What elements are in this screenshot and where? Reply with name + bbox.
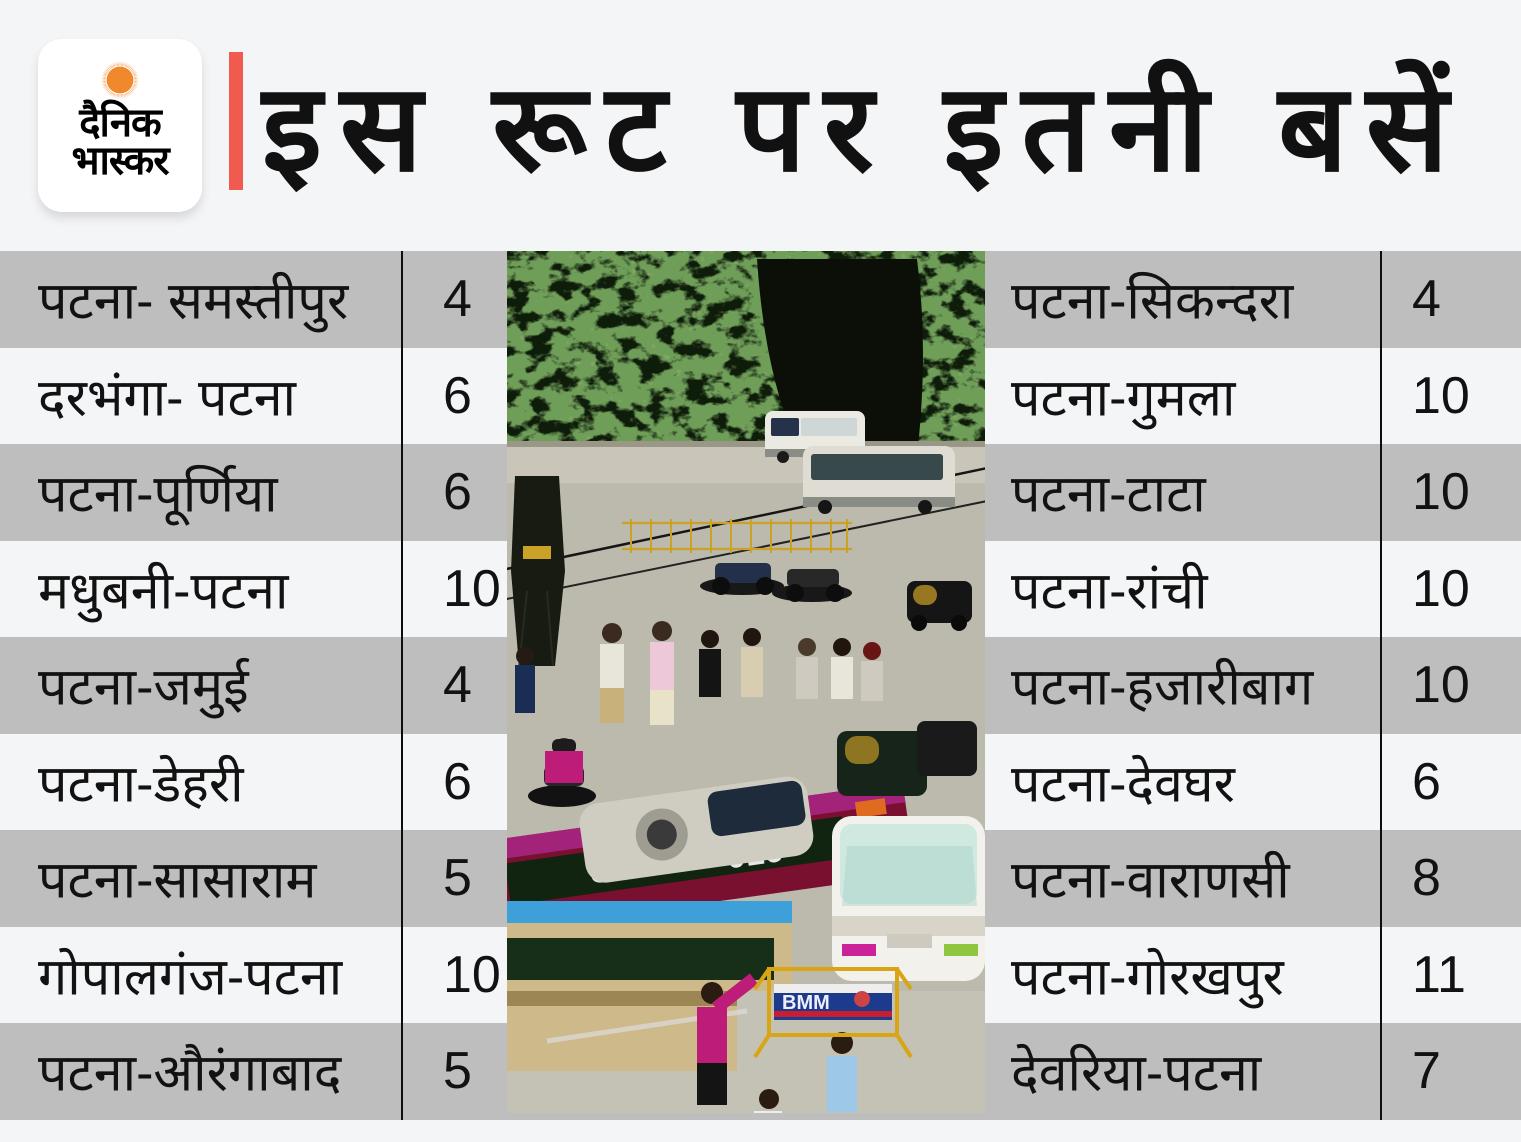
svg-text:BMM: BMM (782, 992, 830, 1014)
